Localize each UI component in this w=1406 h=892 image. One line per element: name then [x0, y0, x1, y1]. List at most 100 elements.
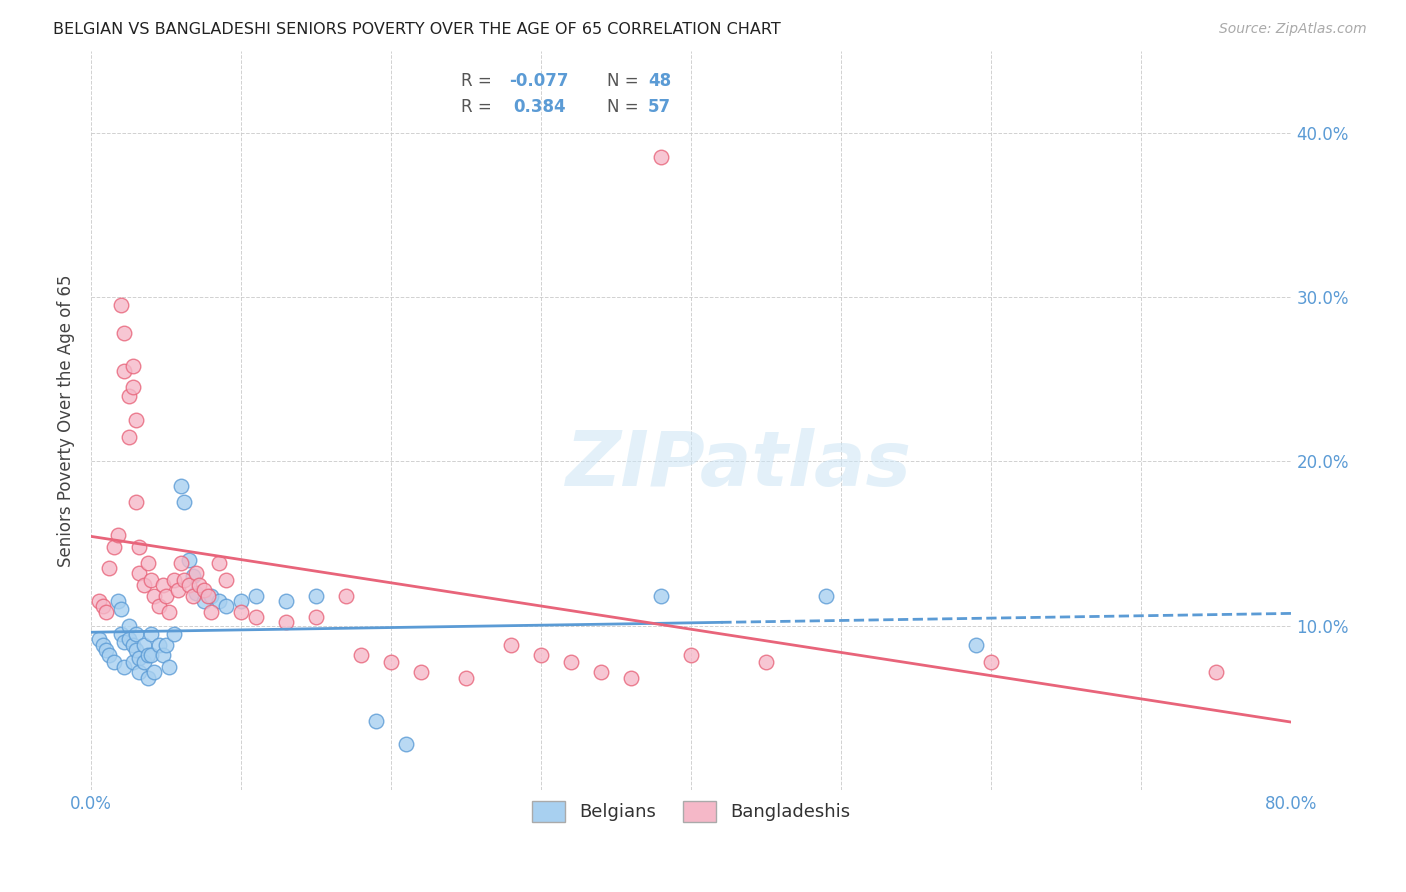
- Point: [148, 599, 170, 613]
- Point: [125, 627, 148, 641]
- Point: [215, 573, 238, 587]
- Point: [163, 627, 186, 641]
- Point: [152, 577, 174, 591]
- Point: [181, 569, 204, 583]
- Point: [112, 659, 135, 673]
- Text: BELGIAN VS BANGLADESHI SENIORS POVERTY OVER THE AGE OF 65 CORRELATION CHART: BELGIAN VS BANGLADESHI SENIORS POVERTY O…: [53, 22, 782, 37]
- Point: [132, 655, 155, 669]
- Point: [177, 577, 200, 591]
- Point: [98, 561, 121, 575]
- Point: [276, 594, 298, 608]
- Point: [112, 326, 135, 341]
- Text: N =: N =: [607, 72, 644, 90]
- Text: R =: R =: [461, 98, 502, 116]
- Point: [118, 389, 141, 403]
- Point: [152, 648, 174, 663]
- Point: [173, 495, 195, 509]
- Point: [87, 632, 110, 646]
- Text: Source: ZipAtlas.com: Source: ZipAtlas.com: [1219, 22, 1367, 37]
- Point: [128, 540, 150, 554]
- Point: [155, 638, 177, 652]
- Point: [125, 495, 148, 509]
- Point: [143, 665, 166, 679]
- Point: [188, 577, 211, 591]
- Point: [200, 606, 222, 620]
- Point: [193, 594, 215, 608]
- Point: [167, 582, 190, 597]
- Point: [755, 655, 778, 669]
- Point: [501, 638, 523, 652]
- Text: 0.384: 0.384: [513, 98, 567, 116]
- Point: [245, 589, 267, 603]
- Text: ZIPatlas: ZIPatlas: [567, 427, 912, 501]
- Point: [122, 380, 145, 394]
- Point: [305, 610, 328, 624]
- Point: [276, 615, 298, 630]
- Point: [141, 573, 163, 587]
- Point: [110, 298, 132, 312]
- Point: [141, 627, 163, 641]
- Point: [96, 606, 118, 620]
- Point: [132, 638, 155, 652]
- Point: [125, 413, 148, 427]
- Point: [118, 618, 141, 632]
- Point: [132, 577, 155, 591]
- Point: [122, 638, 145, 652]
- Point: [350, 648, 373, 663]
- Point: [110, 627, 132, 641]
- Point: [380, 655, 402, 669]
- Text: -0.077: -0.077: [509, 72, 568, 90]
- Point: [215, 599, 238, 613]
- Point: [122, 359, 145, 373]
- Point: [186, 586, 208, 600]
- Point: [980, 655, 1002, 669]
- Point: [173, 573, 195, 587]
- Point: [163, 573, 186, 587]
- Point: [815, 589, 838, 603]
- Point: [965, 638, 987, 652]
- Point: [148, 638, 170, 652]
- Point: [128, 566, 150, 580]
- Point: [112, 364, 135, 378]
- Text: 57: 57: [648, 98, 671, 116]
- Point: [335, 589, 357, 603]
- Point: [231, 606, 253, 620]
- Point: [650, 151, 672, 165]
- Point: [530, 648, 553, 663]
- Point: [110, 602, 132, 616]
- Point: [157, 659, 180, 673]
- Point: [125, 643, 148, 657]
- Legend: Belgians, Bangladeshis: Belgians, Bangladeshis: [517, 787, 865, 837]
- Point: [177, 553, 200, 567]
- Point: [87, 594, 110, 608]
- Point: [91, 638, 114, 652]
- Point: [197, 589, 219, 603]
- Point: [112, 635, 135, 649]
- Point: [136, 648, 159, 663]
- Point: [143, 589, 166, 603]
- Text: R =: R =: [461, 72, 496, 90]
- Point: [620, 671, 643, 685]
- Point: [181, 589, 204, 603]
- Point: [155, 589, 177, 603]
- Point: [122, 655, 145, 669]
- Point: [141, 648, 163, 663]
- Point: [650, 589, 672, 603]
- Point: [157, 606, 180, 620]
- Point: [107, 528, 129, 542]
- Point: [118, 430, 141, 444]
- Point: [118, 632, 141, 646]
- Point: [305, 589, 328, 603]
- Point: [128, 665, 150, 679]
- Point: [91, 599, 114, 613]
- Point: [411, 665, 433, 679]
- Point: [136, 556, 159, 570]
- Y-axis label: Seniors Poverty Over the Age of 65: Seniors Poverty Over the Age of 65: [58, 274, 75, 566]
- Point: [103, 655, 125, 669]
- Point: [366, 714, 388, 728]
- Point: [200, 589, 222, 603]
- Text: N =: N =: [607, 98, 644, 116]
- Point: [98, 648, 121, 663]
- Point: [395, 737, 418, 751]
- Point: [107, 594, 129, 608]
